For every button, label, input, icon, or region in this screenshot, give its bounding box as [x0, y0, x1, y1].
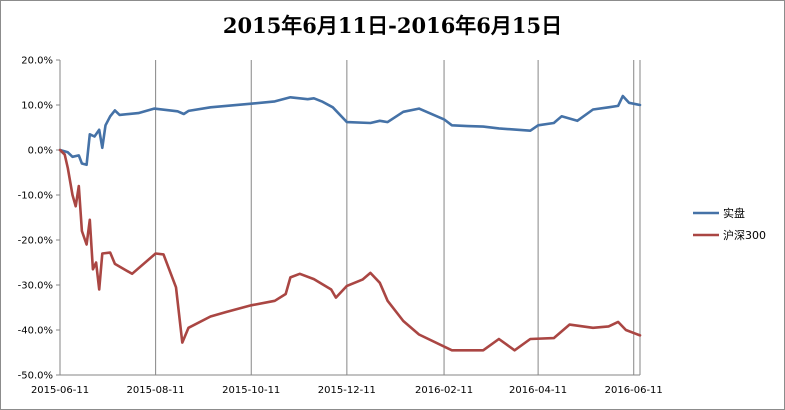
- series-line-real: [58, 94, 642, 167]
- series-line-hs300: [58, 148, 642, 352]
- axes: [56, 59, 640, 376]
- y-tick-label: -20.0%: [18, 236, 53, 247]
- x-tick-label: 2015-12-11: [318, 385, 376, 396]
- y-tick-label: -50.0%: [18, 371, 53, 382]
- legend-label: 沪深300: [723, 228, 766, 242]
- x-tick-label: 2015-10-11: [222, 385, 280, 396]
- x-tick-labels: 2015-06-11 2015-08-11 2015-10-11 2015-12-11…: [31, 385, 663, 396]
- x-tick-label: 2015-06-11: [31, 385, 89, 396]
- y-tick-label: 10.0%: [21, 101, 53, 112]
- y-tick-label: -10.0%: [18, 191, 53, 202]
- y-tick-label: -40.0%: [18, 326, 53, 337]
- x-tick-label: 2016-04-11: [509, 385, 567, 396]
- x-tick-label: 2016-02-11: [415, 385, 473, 396]
- series-lines: [58, 94, 642, 352]
- x-tick-label: 2016-06-11: [605, 385, 663, 396]
- x-tick-label: 2015-08-11: [127, 385, 185, 396]
- grid-lines: [155, 60, 641, 375]
- legend-label: 实盘: [723, 206, 745, 220]
- y-tick-label: 20.0%: [21, 56, 53, 67]
- y-tick-label: 0.0%: [28, 146, 53, 157]
- chart-title: 2015年6月11日-2016年6月15日: [222, 13, 563, 38]
- y-tick-label: -30.0%: [18, 281, 53, 292]
- y-tick-labels: 20.0% 10.0% 0.0% -10.0% -20.0% -30.0% -40.0% -5…: [18, 56, 53, 382]
